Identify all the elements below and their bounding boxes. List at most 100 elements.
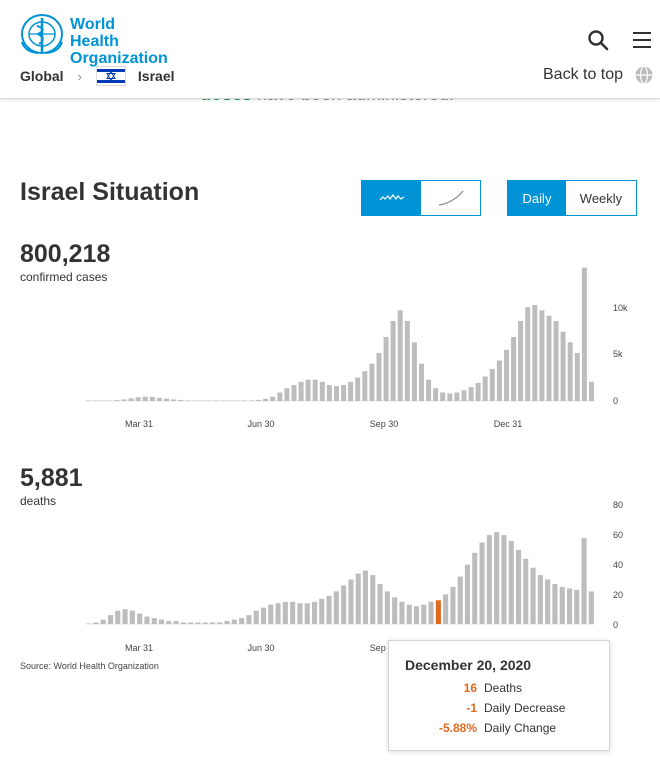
bar[interactable] — [537, 575, 543, 624]
bar[interactable] — [206, 400, 212, 402]
bar[interactable] — [297, 603, 303, 624]
bar[interactable] — [277, 392, 283, 402]
bar[interactable] — [560, 331, 566, 401]
bar[interactable] — [100, 400, 106, 402]
bar[interactable] — [392, 597, 398, 624]
bar[interactable] — [348, 381, 354, 401]
bar[interactable] — [290, 601, 296, 624]
bar[interactable] — [457, 576, 463, 624]
bar[interactable] — [504, 349, 509, 401]
bar[interactable] — [486, 535, 492, 624]
bar[interactable] — [93, 622, 99, 625]
bar[interactable] — [334, 386, 339, 401]
back-to-top-link[interactable]: Back to top — [543, 66, 624, 83]
bar[interactable] — [376, 353, 382, 401]
bar[interactable] — [128, 398, 134, 401]
bar[interactable] — [411, 342, 417, 401]
bar[interactable] — [239, 618, 245, 624]
bar[interactable] — [443, 594, 449, 624]
bar[interactable] — [312, 379, 318, 401]
bar[interactable] — [482, 376, 488, 402]
bar[interactable] — [282, 601, 288, 624]
bar[interactable] — [319, 598, 325, 624]
bar[interactable] — [399, 601, 405, 624]
bar[interactable] — [86, 400, 92, 402]
bar[interactable] — [107, 400, 113, 402]
bar[interactable] — [93, 400, 99, 402]
bar[interactable] — [121, 399, 127, 401]
bar[interactable] — [428, 601, 434, 624]
bar[interactable] — [588, 591, 594, 624]
bar[interactable] — [217, 622, 223, 625]
bar[interactable] — [199, 400, 205, 402]
bar[interactable] — [341, 585, 347, 625]
bar[interactable] — [508, 541, 514, 624]
bar[interactable] — [589, 381, 594, 401]
bar[interactable] — [419, 363, 424, 401]
bar[interactable] — [202, 622, 208, 625]
bar[interactable] — [370, 575, 376, 624]
bar[interactable] — [275, 603, 281, 624]
bar[interactable] — [397, 310, 403, 401]
bar[interactable] — [501, 535, 507, 624]
bar[interactable] — [464, 564, 470, 624]
bar[interactable] — [369, 363, 375, 401]
bar[interactable] — [552, 584, 558, 624]
bar[interactable] — [390, 321, 396, 401]
bar[interactable] — [108, 615, 114, 624]
bar[interactable] — [241, 400, 247, 402]
bar[interactable] — [559, 586, 565, 624]
bar[interactable] — [213, 400, 219, 402]
bar[interactable] — [516, 549, 522, 624]
bar[interactable] — [326, 595, 332, 624]
who-logo[interactable]: World Health Organization — [18, 12, 168, 67]
bar[interactable] — [362, 570, 368, 624]
bar[interactable] — [472, 552, 478, 624]
bar[interactable] — [298, 381, 304, 401]
bar[interactable] — [114, 400, 120, 401]
bar[interactable] — [494, 532, 500, 624]
bar[interactable] — [249, 400, 254, 401]
bar[interactable] — [304, 603, 310, 624]
bar[interactable] — [496, 360, 502, 402]
bar[interactable] — [553, 321, 559, 401]
daily-button[interactable]: Daily — [508, 181, 566, 215]
bar[interactable] — [151, 618, 157, 624]
bar[interactable] — [384, 591, 390, 624]
bar[interactable] — [135, 397, 141, 401]
bar[interactable] — [454, 392, 460, 402]
bar[interactable] — [567, 588, 573, 624]
bar[interactable] — [305, 379, 311, 401]
bar[interactable] — [341, 385, 347, 401]
bar[interactable] — [261, 607, 267, 624]
bar[interactable] — [220, 400, 226, 402]
bar[interactable] — [525, 307, 531, 401]
bar[interactable] — [447, 393, 453, 402]
bar[interactable] — [268, 604, 274, 624]
weekly-button[interactable]: Weekly — [579, 190, 623, 206]
bar[interactable] — [468, 387, 474, 401]
bar[interactable] — [137, 613, 143, 624]
bar[interactable] — [545, 579, 551, 625]
bar[interactable] — [227, 400, 233, 402]
bar[interactable] — [440, 392, 446, 402]
bar[interactable] — [511, 337, 517, 401]
bar[interactable] — [115, 610, 121, 624]
bar[interactable] — [185, 400, 191, 401]
bar[interactable] — [433, 388, 439, 401]
bar[interactable] — [312, 601, 318, 624]
bar[interactable] — [383, 337, 389, 401]
bar[interactable] — [253, 610, 259, 624]
menu-icon[interactable] — [630, 28, 654, 52]
bar[interactable] — [246, 615, 252, 624]
cumulative-toggle-button[interactable] — [421, 181, 480, 215]
bar[interactable] — [461, 390, 467, 401]
bar[interactable] — [450, 586, 456, 624]
bar[interactable] — [171, 399, 177, 401]
bar[interactable] — [479, 542, 485, 625]
bar[interactable] — [546, 315, 552, 401]
bar[interactable] — [406, 604, 412, 624]
bar[interactable] — [166, 621, 172, 624]
bar[interactable] — [426, 379, 432, 401]
bar[interactable] — [192, 400, 198, 402]
